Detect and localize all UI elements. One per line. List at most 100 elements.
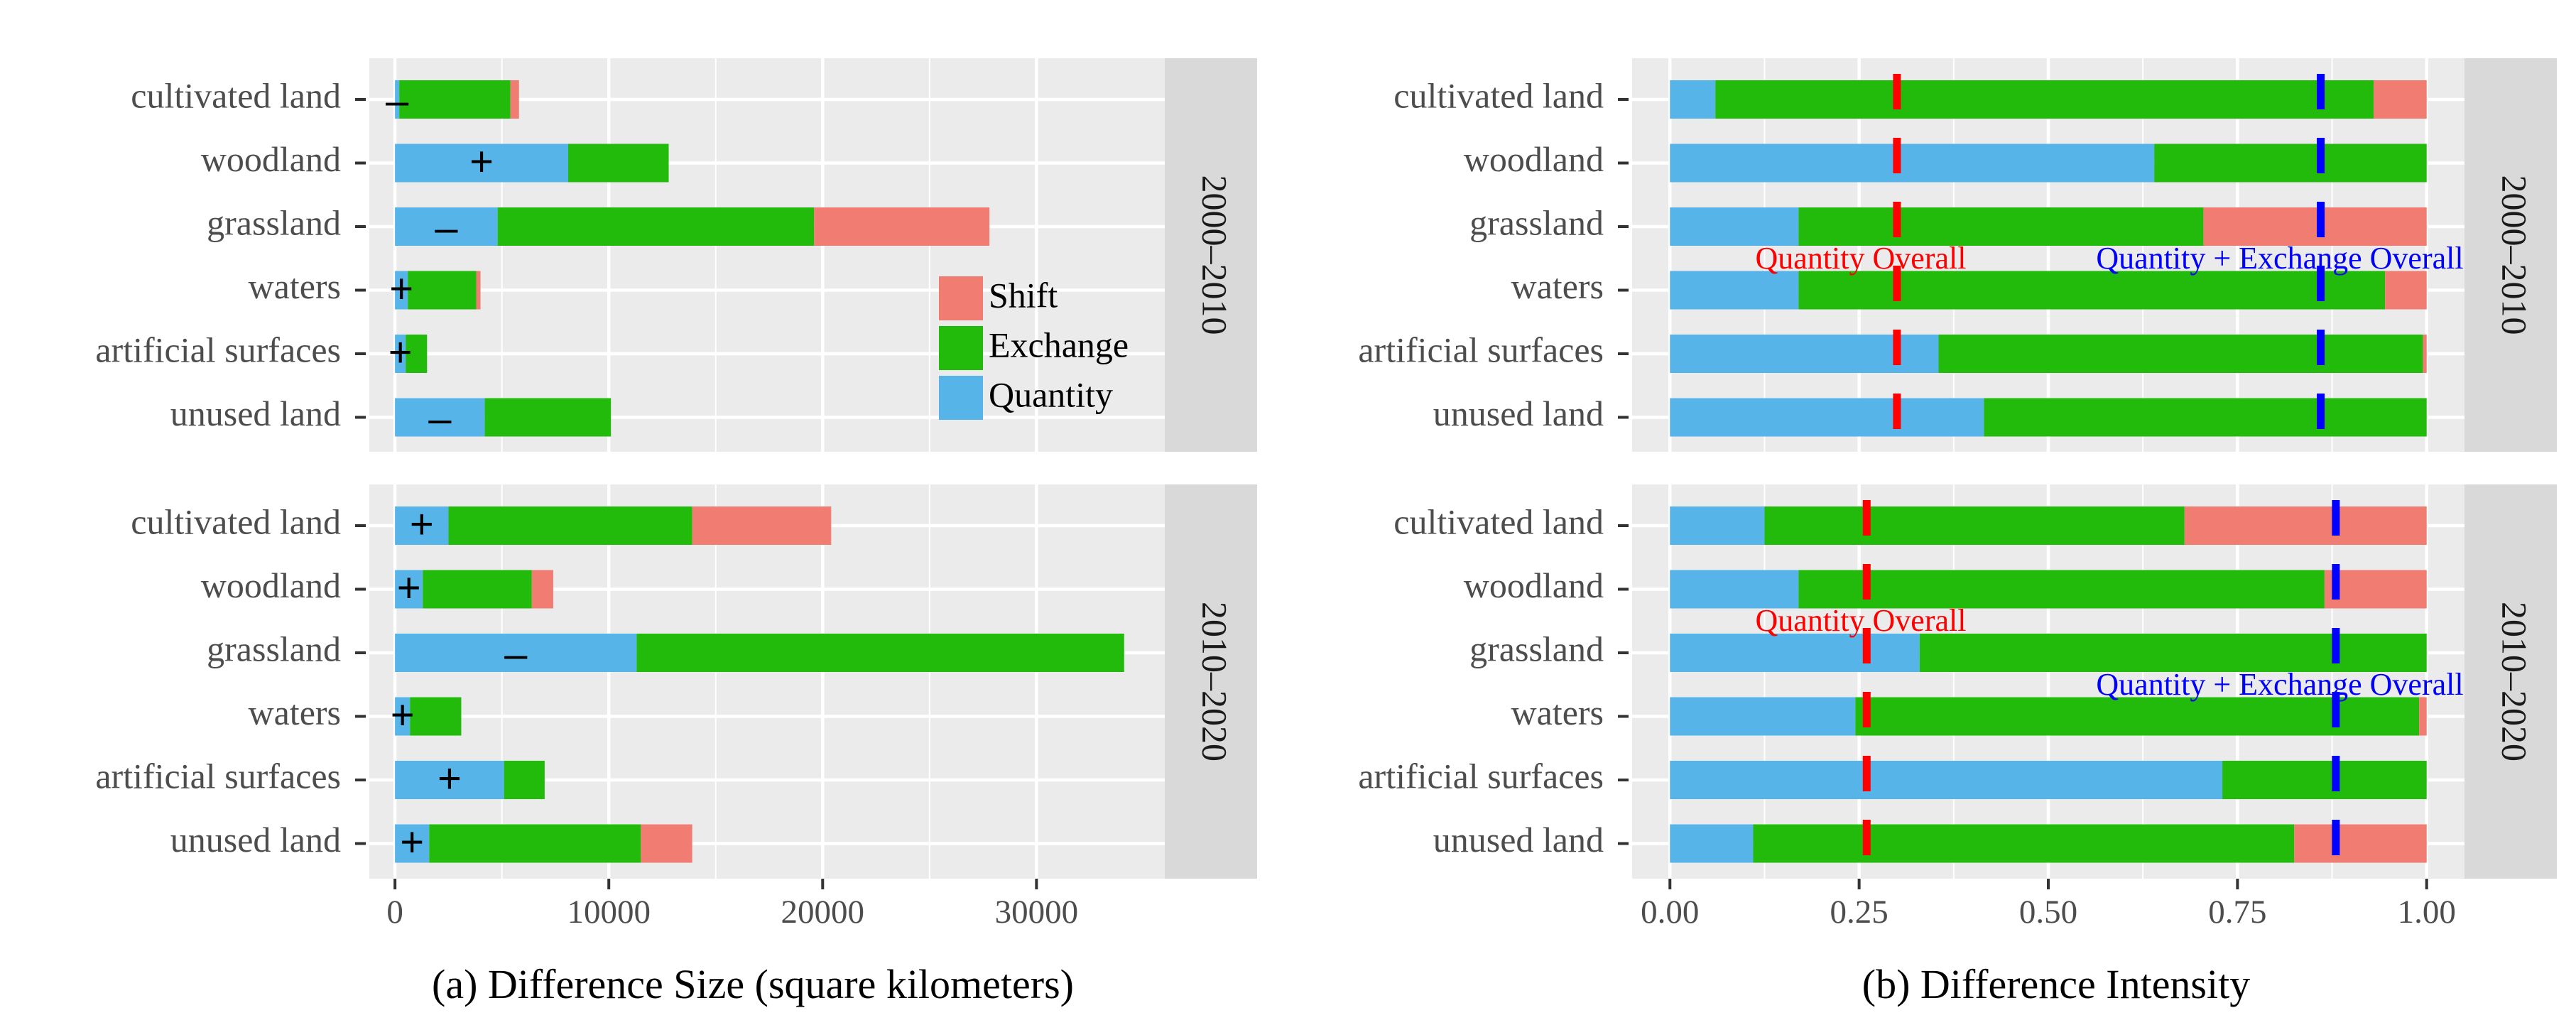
chart-b-facet-0-refline-label-1: Quantity + Exchange Overall [2096,241,2463,276]
chart-a-facet-0-bar-quantity-5 [395,398,485,437]
chart-b-facet-0-ytick-label: woodland [1464,139,1604,179]
chart-a-facet-1-direction-mark-1: + [397,565,421,611]
chart-a-facet-0-bar-quantity-0 [395,80,400,119]
chart-b-facet-0-bar-quantity-3 [1670,271,1799,310]
legend-key-shift [939,276,983,320]
chart-a-facet-1-bar-shift-1 [531,570,553,609]
chart-a-facet-0-bar-quantity-2 [395,207,498,246]
chart-a-facet-1-strip-label: 2010–2020 [1195,602,1235,761]
chart-a-facet-1-bar-quantity-1 [395,570,423,609]
chart-b-facet-0-bar-exchange-5 [1984,398,2427,437]
chart-a-facet-1-bar-quantity-5 [395,824,430,863]
chart-b-facet-0-ytick-label: cultivated land [1393,75,1604,115]
chart-b-facet-0-bar-exchange-2 [1798,207,2204,246]
chart-b-facet-0-bar-shift-3 [2385,271,2427,310]
chart-b-facet-1-bar-quantity-4 [1670,761,2223,799]
legend-key-quantity [939,376,983,420]
chart-a-facet-0-direction-mark-3: + [389,266,413,312]
chart-b-facet-0-bar-exchange-1 [2154,143,2427,183]
chart-b-facet-1-bar-quantity-5 [1670,824,1754,863]
legend-label-exchange: Exchange [989,325,1129,364]
chart-a-facet-0-bar-exchange-2 [497,207,815,246]
chart-b-facet-0-strip [2464,58,2557,452]
chart-a-facet-0-bar-exchange-1 [568,143,669,183]
chart-a-facet-0-direction-mark-2: – [435,205,458,251]
chart-a-facet-1-bar-exchange-1 [423,570,532,609]
chart-b-facet-1-ytick-label: artificial surfaces [1358,756,1604,796]
chart-b-facet-1-bar-shift-0 [2184,506,2427,545]
chart-a-facet-0-direction-mark-4: + [388,329,413,375]
chart-b-facet-1-bar-quantity-3 [1670,697,1856,736]
chart-b-facet-0-bar-exchange-4 [1938,335,2423,373]
chart-a-facet-0-bar-exchange-4 [406,335,428,373]
legend: Shift Exchange Quantity [939,275,1129,420]
x-axis-label-a: (a) Difference Size (square kilometers) [432,961,1074,1007]
chart-b-facet-1-bar-quantity-0 [1670,506,1765,545]
chart-b-xtick-label: 1.00 [2398,894,2456,931]
chart-b-facet-1-bar-quantity-2 [1670,634,1920,672]
chart-a-facet-1-ytick-label: artificial surfaces [95,756,341,796]
chart-b-facet-0-bar-exchange-0 [1715,80,2374,119]
chart-a-facet-1-bar-exchange-0 [448,506,692,545]
chart-b-facet-0-ytick-label: grassland [1469,202,1604,242]
chart-a-xtick-label: 30000 [995,894,1079,931]
chart-a-xtick-label: 10000 [567,894,651,931]
chart-a-facet-1-direction-mark-2: – [504,631,528,677]
chart-b-facet-1-bar-quantity-1 [1670,570,1799,609]
chart-a-facet-0-ytick-label: waters [249,266,342,306]
chart-b-facet-1-ytick-label: grassland [1469,629,1604,668]
chart-b-facet-1-ytick-label: unused land [1433,820,1604,860]
chart-a-facet-0-strip-label: 2000–2010 [1195,175,1235,335]
chart-a-facet-1-direction-mark-4: + [438,755,462,801]
chart-a-facet-1-bar-quantity-3 [395,697,411,736]
chart-b-facet-0-bar-quantity-2 [1670,207,1799,246]
chart-b-facet-0-strip-label: 2000–2010 [2495,175,2535,335]
chart-b-facet-1-ytick-label: cultivated land [1393,502,1604,541]
chart-a-facet-0-direction-mark-0: – [386,77,409,124]
chart-b-facet-0-bar-shift-0 [2374,80,2427,119]
chart-b-facet-1-bar-shift-1 [2324,570,2427,609]
chart-a-xtick-label: 0 [386,894,403,931]
chart-b-facet-1-bar-exchange-0 [1764,506,2185,545]
chart-a-facet-1-ytick-label: grassland [207,629,341,668]
chart-a-facet-0-bar-quantity-4 [395,335,406,373]
chart-a-facet-0-ytick-label: grassland [207,202,341,242]
chart-b-facet-0-ytick-label: unused land [1433,394,1604,433]
chart-a-facet-1-bar-exchange-4 [504,761,545,799]
chart-a-facet-1-direction-mark-5: + [400,819,424,865]
x-axis-label-b: (b) Difference Intensity [1862,961,2250,1007]
legend-label-shift: Shift [989,275,1058,315]
chart-b-facet-0-bar-shift-4 [2423,335,2427,373]
chart-a-facet-1-bar-quantity-0 [395,506,449,545]
chart-b-facet-1-refline-label-0: Quantity Overall [1756,603,1967,638]
chart-b-facet-1-bar-exchange-3 [1855,697,2420,736]
chart-a-facet-1-direction-mark-3: + [391,692,415,738]
chart-a-facet-0-ytick-label: cultivated land [131,75,341,115]
chart-a-facet-0-strip [1165,58,1257,452]
chart-b-xtick-label: 0.75 [2208,894,2266,931]
chart-b-facet-0-bar-quantity-1 [1670,143,2155,183]
chart-b-facet-1-ytick-label: waters [1511,693,1604,732]
chart-a-facet-0-ytick-label: woodland [201,139,341,179]
chart-a-facet-0-bar-exchange-3 [408,271,477,310]
chart-a-facet-0-ytick-label: unused land [170,394,341,433]
chart-b-facet-0-bar-shift-2 [2203,207,2427,246]
chart-a-facet-1-ytick-label: waters [249,693,342,732]
chart-b-facet-1-bar-exchange-4 [2222,761,2427,799]
chart-b-facet-0-bar-quantity-0 [1670,80,1716,119]
chart-a-facet-0-bar-shift-0 [510,80,519,119]
chart-b-facet-1-bar-exchange-1 [1798,570,2325,609]
legend-label-quantity: Quantity [989,374,1113,414]
legend-key-exchange [939,326,983,370]
chart-a-facet-0-bar-quantity-3 [395,271,408,310]
chart-a-facet-1-bar-exchange-2 [636,634,1124,672]
chart-b-xtick-label: 0.25 [1830,894,1888,931]
chart-b-facet-0-refline-label-0: Quantity Overall [1756,241,1967,276]
chart-b-facet-1-bar-exchange-2 [1919,634,2427,672]
chart-a-facet-0-bar-exchange-5 [484,398,612,437]
chart-a-facet-1-ytick-label: woodland [201,565,341,605]
chart-b-facet-1-bar-shift-5 [2294,824,2427,863]
chart-a-facet-0-bar-shift-2 [814,207,990,246]
chart-a-facet-1-bar-exchange-3 [410,697,462,736]
